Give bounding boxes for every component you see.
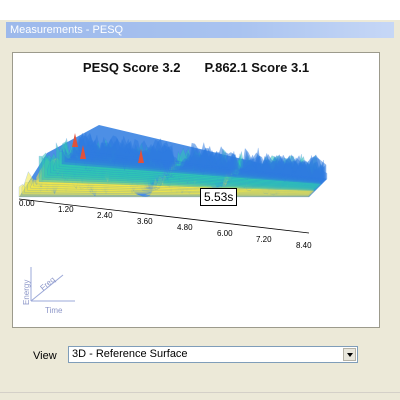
pesq-plot-panel[interactable]: PESQ Score 3.2 P.862.1 Score 3.1 5.53s 0.… (12, 52, 380, 328)
chevron-down-icon[interactable] (343, 348, 356, 361)
plot-scores: PESQ Score 3.2 P.862.1 Score 3.1 (13, 60, 379, 75)
surface-peak (72, 133, 78, 147)
time-axis-line (18, 198, 310, 234)
time-axis-label: Time (45, 306, 63, 315)
time-cursor-label: 5.53s (200, 188, 238, 206)
surface-peak (138, 149, 144, 163)
time-tick: 4.80 (177, 223, 193, 232)
window-title: Measurements - PESQ (6, 22, 394, 38)
time-tick: 2.40 (97, 211, 113, 220)
energy-axis-label: Energy (22, 280, 31, 305)
time-tick: 8.40 (296, 241, 312, 250)
freq-axis-label: Freq (39, 275, 57, 292)
reference-surface-plot (18, 125, 328, 234)
time-tick: 0.00 (19, 199, 35, 208)
divider (0, 392, 400, 393)
time-tick: 1.20 (58, 205, 74, 214)
time-tick: 6.00 (217, 229, 233, 238)
p862-score: P.862.1 Score 3.1 (204, 60, 310, 75)
view-label: View (33, 350, 57, 362)
surface-row (78, 135, 328, 180)
window-titlebar: Measurements - PESQ (0, 0, 400, 38)
view-select[interactable]: 3D - Reference Surface (68, 346, 358, 363)
pesq-score: PESQ Score 3.2 (82, 60, 181, 75)
axes-orientation-legend: Energy Freq Time (19, 261, 79, 317)
surface-mesh (18, 125, 328, 198)
axes-icon: Energy Freq Time (22, 267, 75, 315)
surface-peak (80, 145, 86, 159)
time-tick: 3.60 (137, 217, 153, 226)
view-select-value: 3D - Reference Surface (72, 348, 188, 360)
time-tick: 7.20 (256, 235, 272, 244)
